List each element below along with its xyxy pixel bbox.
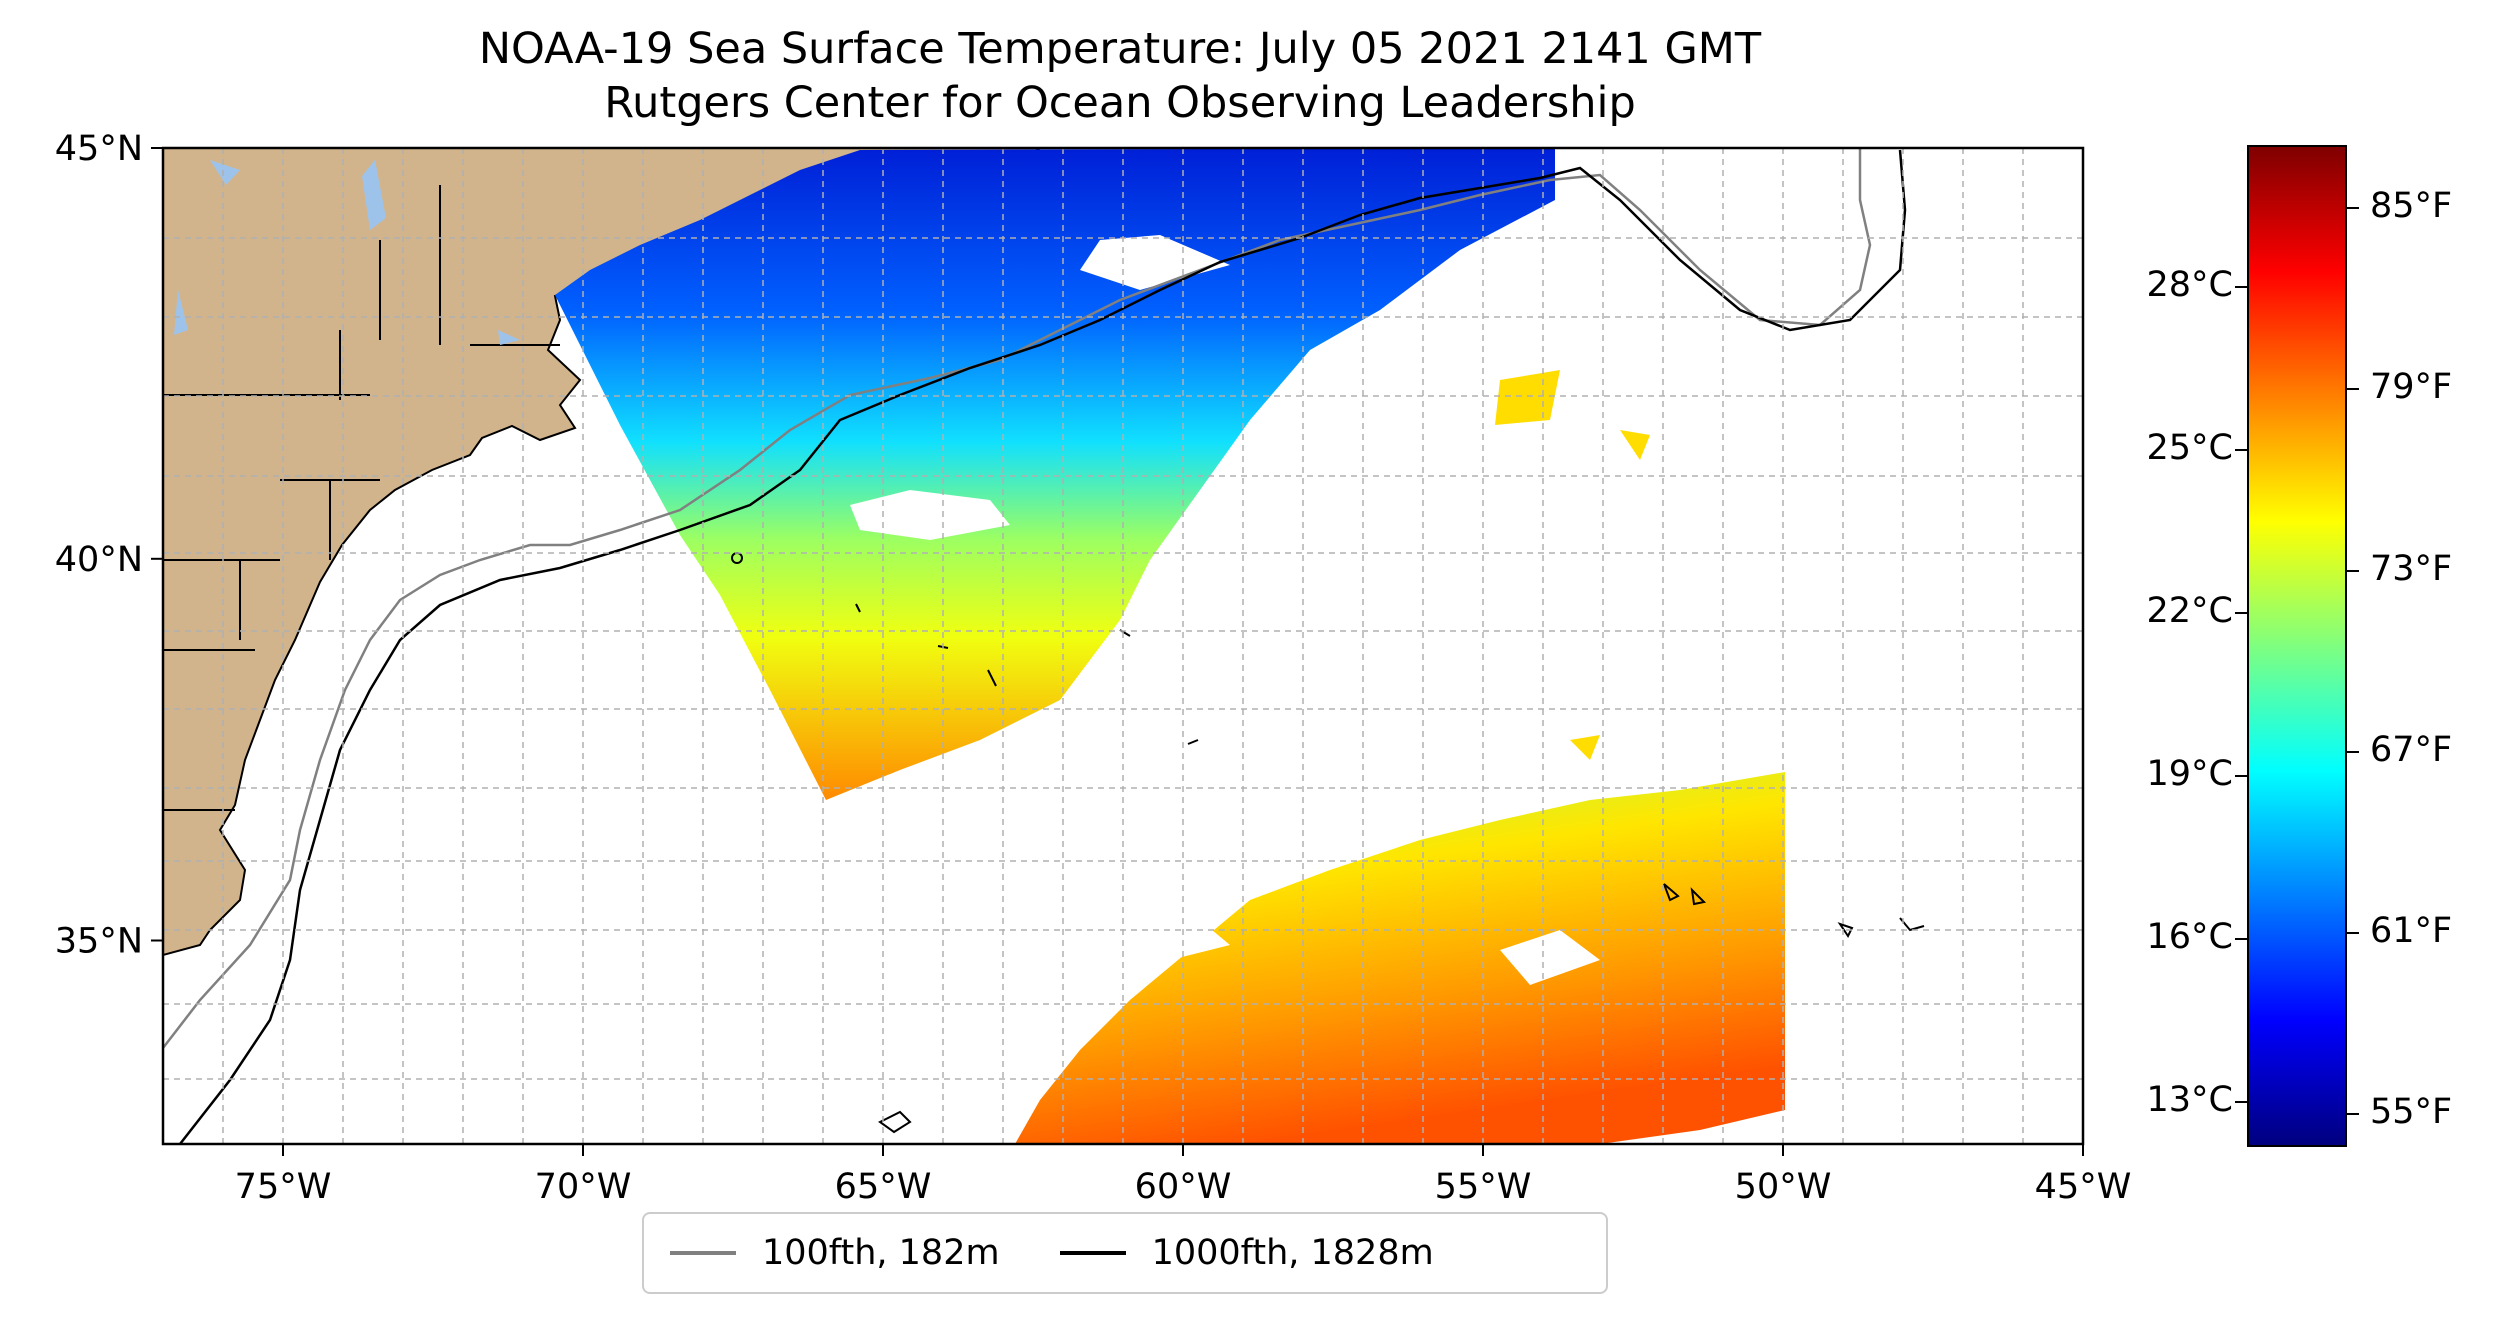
- colorbar-fahrenheit-label: 85°F: [2370, 186, 2453, 227]
- colorbar-celsius-tick: [2235, 448, 2247, 451]
- colorbar-fahrenheit-tick: [2347, 207, 2359, 210]
- colorbar-celsius-label: 19°C: [2146, 753, 2233, 794]
- title-line-2: Rutgers Center for Ocean Observing Leade…: [604, 78, 1636, 128]
- lat-label: 40°N: [55, 540, 143, 580]
- isobath-legend: 100fth, 182m 1000fth, 1828m: [642, 1212, 1608, 1294]
- colorbar-celsius-label: 16°C: [2146, 916, 2233, 957]
- colorbar-celsius-tick: [2235, 285, 2247, 288]
- colorbar-fahrenheit-tick: [2347, 931, 2359, 934]
- lon-label: 75°W: [235, 1167, 332, 1207]
- colorbar-fahrenheit-tick: [2347, 569, 2359, 572]
- lon-label: 65°W: [835, 1167, 932, 1207]
- title-line-1: NOAA-19 Sea Surface Temperature: July 05…: [478, 24, 1762, 74]
- longitude-labels: 75°W 70°W 65°W 60°W 55°W 50°W 45°W: [235, 1167, 2132, 1207]
- latitude-labels: 35°N 40°N 45°N: [55, 129, 143, 962]
- sst-swath-south: [1015, 772, 1785, 1144]
- legend-line-1000fth: [1059, 1251, 1126, 1255]
- lat-label: 35°N: [55, 922, 143, 962]
- map-frame: [161, 146, 2085, 1146]
- colorbar-fahrenheit-label: 67°F: [2370, 729, 2453, 770]
- lon-label: 60°W: [1135, 1167, 1232, 1207]
- colorbar-celsius-tick: [2235, 774, 2247, 777]
- colorbar-fahrenheit-tick: [2347, 1112, 2359, 1115]
- legend-line-100fth: [670, 1251, 736, 1255]
- axis-ticks: [151, 147, 2084, 1156]
- legend-item-1000fth: 1000fth, 1828m: [1059, 1233, 1434, 1273]
- colorbar-celsius-label: 22°C: [2146, 590, 2233, 631]
- lon-label: 70°W: [535, 1167, 632, 1207]
- isobath-1000fth: [179, 149, 1907, 1144]
- lon-label: 50°W: [1735, 1167, 1832, 1207]
- colorbar-fahrenheit-label: 79°F: [2370, 367, 2453, 408]
- colorbar-celsius-tick: [2235, 1100, 2247, 1103]
- legend-item-100fth: 100fth, 182m: [670, 1233, 1000, 1273]
- colorbar-fahrenheit-tick: [2347, 388, 2359, 391]
- temperature-colorbar: [2247, 145, 2347, 1147]
- lon-label: 55°W: [1435, 1167, 1532, 1207]
- gridlines: [163, 148, 2083, 1144]
- lat-label: 45°N: [55, 129, 143, 169]
- colorbar-fahrenheit-label: 55°F: [2370, 1091, 2453, 1132]
- legend-label-1000fth: 1000fth, 1828m: [1151, 1233, 1434, 1273]
- colorbar-celsius-tick: [2235, 611, 2247, 614]
- sst-swath-north: [555, 148, 1555, 800]
- legend-label-100fth: 100fth, 182m: [762, 1233, 1000, 1273]
- colorbar-fahrenheit-label: 73°F: [2370, 548, 2453, 589]
- state-borders: [163, 185, 560, 811]
- colorbar-celsius-label: 28°C: [2146, 264, 2233, 305]
- colorbar-fahrenheit-label: 61°F: [2370, 910, 2453, 951]
- map-title: NOAA-19 Sea Surface Temperature: July 05…: [160, 22, 2080, 130]
- lon-label: 45°W: [2035, 1167, 2132, 1207]
- isobath-100fth: [163, 148, 1872, 1049]
- colorbar-celsius-label: 25°C: [2146, 427, 2233, 468]
- colorbar-celsius-label: 13°C: [2146, 1079, 2233, 1120]
- colorbar-celsius-tick: [2235, 937, 2247, 940]
- sst-scatter-east: [1495, 370, 1650, 760]
- colorbar-fahrenheit-tick: [2347, 750, 2359, 753]
